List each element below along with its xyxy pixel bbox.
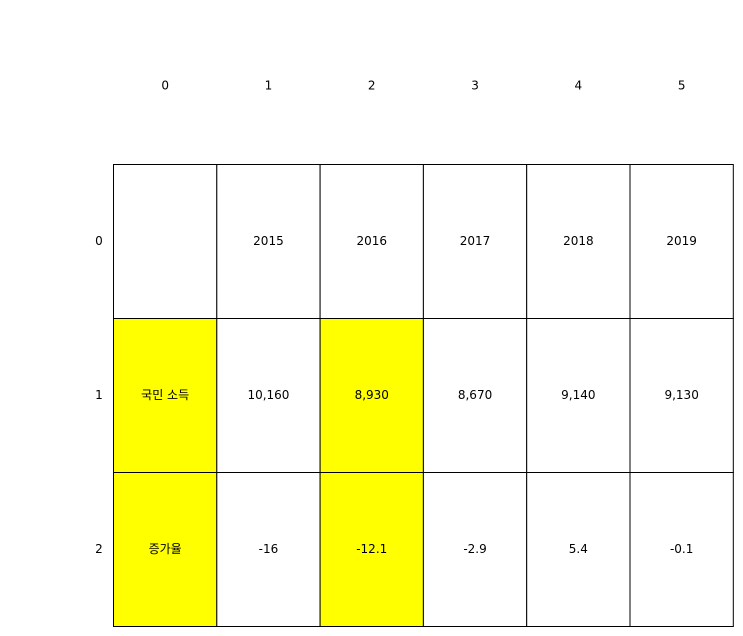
- table-cell-2-2: [319, 472, 424, 627]
- table-cell-text-1-4: 9,140: [561, 388, 595, 402]
- column-headers: 0 1 2 3 4 5: [161, 79, 685, 93]
- table-cell-2-5: [629, 472, 734, 627]
- table-cell-text-0-5: 2019: [666, 234, 697, 248]
- table-cell-0-0: [113, 164, 218, 319]
- table-cell-text-1-0: 국민 소득: [141, 388, 189, 402]
- table-cell-1-0: [113, 318, 218, 473]
- table-cell-2-1: [216, 472, 321, 627]
- table-cell-text-2-1: -16: [259, 542, 279, 556]
- table-cell-text-0-2: 2016: [356, 234, 387, 248]
- table-cell-text-0-4: 2018: [563, 234, 594, 248]
- table-cell-text-2-0: 증가율: [149, 542, 182, 556]
- table-cell-text-1-3: 8,670: [458, 388, 492, 402]
- table-cell-2-3: [422, 472, 528, 627]
- table-cell-0-5: [629, 164, 734, 319]
- table-cell-text-2-4: 5.4: [569, 542, 588, 556]
- row-header-2: 2: [95, 542, 103, 556]
- column-header-2: 2: [368, 79, 376, 93]
- column-header-1: 1: [265, 79, 273, 93]
- table-cell-1-4: [526, 318, 631, 473]
- table-cell-texts: 2015 2016 2017 2018 2019 국민 소득 10,160 8,930 8,67…: [141, 234, 699, 556]
- row-headers: 0 1 2: [95, 234, 103, 556]
- column-header-3: 3: [471, 79, 479, 93]
- table-cell-text-0-3: 2017: [460, 234, 491, 248]
- table-cell-text-2-2: -12.1: [356, 542, 387, 556]
- table-cell-2-4: [526, 472, 631, 627]
- table-cell-text-1-5: 9,130: [664, 388, 698, 402]
- table-cell-text-0-1: 2015: [253, 234, 284, 248]
- row-header-1: 1: [95, 388, 103, 402]
- table-cell-0-2: [319, 164, 424, 319]
- table-cell-1-5: [629, 318, 734, 473]
- table-cell-text-1-1: 10,160: [247, 388, 289, 402]
- table-cell-0-1: [216, 164, 321, 319]
- column-header-0: 0: [161, 79, 169, 93]
- column-header-5: 5: [678, 79, 686, 93]
- table-cell-0-3: [422, 164, 528, 319]
- row-header-0: 0: [95, 234, 103, 248]
- table-cell-2-0: [113, 472, 218, 627]
- table-cell-0-4: [526, 164, 631, 319]
- table-cell-text-1-2: 8,930: [355, 388, 389, 402]
- table-cell-text-2-3: -2.9: [463, 542, 486, 556]
- table-cell-1-2: [319, 318, 424, 473]
- column-header-4: 4: [575, 79, 583, 93]
- table-cells: [113, 164, 734, 627]
- table-cell-text-2-5: -0.1: [670, 542, 693, 556]
